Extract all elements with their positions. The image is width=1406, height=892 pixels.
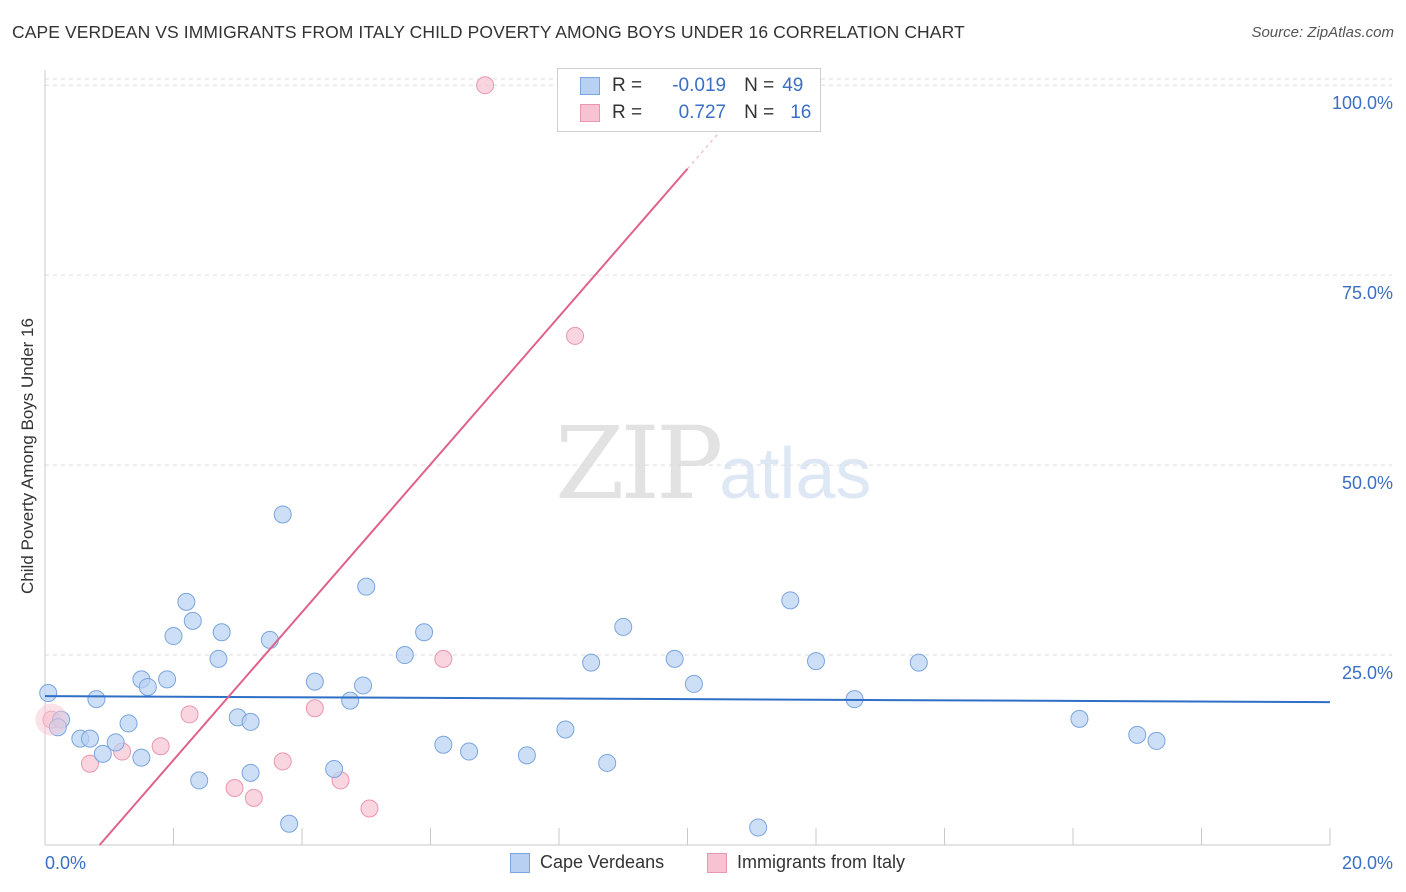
legend-swatch-blue <box>510 852 530 873</box>
point-cape-verdean <box>354 676 373 695</box>
legend-r-label: R = <box>612 102 643 123</box>
legend-r-value: -0.019 <box>672 75 727 96</box>
legend-swatch-pink <box>580 104 600 122</box>
point-cape-verdean <box>614 617 633 636</box>
point-cape-verdean <box>212 623 231 642</box>
point-cape-verdean <box>1128 725 1147 744</box>
legend-n-value: 49 <box>782 75 804 96</box>
point-italy <box>566 326 585 345</box>
point-italy <box>244 788 263 807</box>
point-cape-verdean <box>190 771 209 790</box>
trendline-italy <box>98 168 689 846</box>
point-cape-verdean <box>781 591 800 610</box>
legend-item-italy[interactable]: Immigrants from Italy <box>707 852 905 873</box>
legend-label-italy: Immigrants from Italy <box>737 852 906 872</box>
point-italy <box>273 752 292 771</box>
point-cape-verdean <box>749 818 768 837</box>
legend-item-cape-verdeans[interactable]: Cape Verdeans <box>510 852 664 873</box>
point-cape-verdean <box>415 623 434 642</box>
point-cape-verdean <box>87 690 106 709</box>
point-cape-verdean <box>241 712 260 731</box>
point-cape-verdean <box>1070 709 1089 728</box>
point-cape-verdean <box>1147 731 1166 750</box>
legend-r-label: R = <box>612 75 643 96</box>
point-italy <box>151 737 170 756</box>
point-cape-verdean <box>909 653 928 672</box>
point-cape-verdean <box>684 674 703 693</box>
point-cape-verdean <box>556 720 575 739</box>
point-italy <box>180 705 199 724</box>
point-cape-verdean <box>807 652 825 671</box>
point-cape-verdean <box>434 735 453 754</box>
point-cape-verdean <box>357 577 376 596</box>
trendline-italy-extension <box>687 124 727 170</box>
point-cape-verdean <box>80 729 99 748</box>
legend-n-label: N = <box>744 102 775 123</box>
watermark: ZIPatlas <box>555 405 871 522</box>
point-cape-verdean <box>280 814 299 833</box>
point-cape-verdean <box>341 691 360 710</box>
point-italy-large <box>35 703 68 736</box>
trendline-cape-verdeans <box>44 695 1331 704</box>
legend-row-italy: R = 0.727 N = 16 <box>580 100 811 126</box>
point-italy <box>476 76 495 95</box>
point-cape-verdean <box>138 677 157 696</box>
point-cape-verdean <box>93 744 112 763</box>
correlation-legend: R = -0.019 N = 49 R = 0.727 N = 16 <box>557 68 821 132</box>
source-label: Source: ZipAtlas.com <box>1251 24 1394 41</box>
point-cape-verdean <box>395 646 414 665</box>
point-italy <box>360 799 379 818</box>
y-tick-label: 75.0% <box>1342 283 1393 303</box>
x-tick-label: 20.0% <box>1342 853 1393 873</box>
legend-swatch-blue <box>580 77 600 95</box>
point-cape-verdean <box>260 630 279 649</box>
legend-n-value: 16 <box>790 102 812 123</box>
y-tick-label: 25.0% <box>1342 663 1393 683</box>
y-tick-label: 100.0% <box>1332 93 1393 113</box>
watermark-zip: ZIP <box>555 405 723 522</box>
chart-title: CAPE VERDEAN VS IMMIGRANTS FROM ITALY CH… <box>12 22 965 42</box>
series-legend: Cape Verdeans Immigrants from Italy <box>0 852 1406 876</box>
point-cape-verdean <box>164 627 183 646</box>
point-cape-verdean <box>241 763 260 782</box>
point-cape-verdean <box>183 611 202 630</box>
watermark-atlas: atlas <box>719 434 872 514</box>
point-italy <box>225 779 244 798</box>
point-italy <box>80 754 99 773</box>
point-cape-verdean <box>598 753 617 772</box>
point-cape-verdean <box>582 653 601 672</box>
point-cape-verdean <box>305 672 324 691</box>
legend-row-cape-verdeans: R = -0.019 N = 49 <box>580 73 803 99</box>
point-cape-verdean <box>460 742 479 761</box>
point-cape-verdean <box>39 684 58 703</box>
legend-label-cape-verdeans: Cape Verdeans <box>540 852 665 872</box>
point-cape-verdean <box>209 649 228 668</box>
point-cape-verdean <box>106 733 125 752</box>
point-italy <box>434 649 453 668</box>
legend-n-label: N = <box>744 75 775 96</box>
point-cape-verdean <box>665 649 684 668</box>
point-cape-verdean <box>325 760 344 779</box>
point-cape-verdean <box>119 714 138 733</box>
point-cape-verdean <box>273 505 292 524</box>
point-cape-verdean <box>158 670 177 689</box>
point-cape-verdean <box>132 748 151 767</box>
y-tick-label: 50.0% <box>1342 473 1393 493</box>
legend-r-value: 0.727 <box>678 102 727 123</box>
legend-swatch-pink <box>707 852 727 873</box>
point-cape-verdean <box>177 592 196 611</box>
point-cape-verdean <box>517 746 536 765</box>
x-tick-label: 0.0% <box>45 853 86 873</box>
point-italy <box>305 699 324 718</box>
